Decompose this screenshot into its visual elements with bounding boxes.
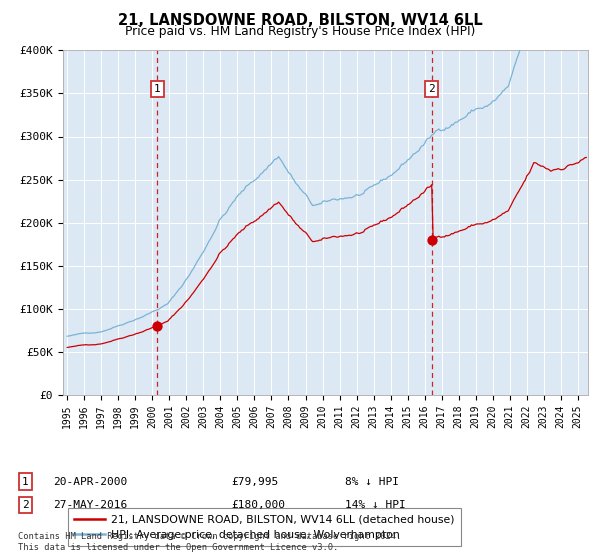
Text: 2: 2 bbox=[22, 500, 29, 510]
Text: 2: 2 bbox=[428, 84, 435, 94]
Text: 21, LANSDOWNE ROAD, BILSTON, WV14 6LL: 21, LANSDOWNE ROAD, BILSTON, WV14 6LL bbox=[118, 13, 482, 28]
Text: Contains HM Land Registry data © Crown copyright and database right 2024.: Contains HM Land Registry data © Crown c… bbox=[18, 532, 401, 541]
Text: This data is licensed under the Open Government Licence v3.0.: This data is licensed under the Open Gov… bbox=[18, 543, 338, 552]
Text: 8% ↓ HPI: 8% ↓ HPI bbox=[345, 477, 399, 487]
Point bbox=[152, 321, 162, 330]
Text: 14% ↓ HPI: 14% ↓ HPI bbox=[345, 500, 406, 510]
Text: £180,000: £180,000 bbox=[231, 500, 285, 510]
Text: Price paid vs. HM Land Registry's House Price Index (HPI): Price paid vs. HM Land Registry's House … bbox=[125, 25, 475, 38]
Text: 27-MAY-2016: 27-MAY-2016 bbox=[53, 500, 127, 510]
Text: 20-APR-2000: 20-APR-2000 bbox=[53, 477, 127, 487]
Legend: 21, LANSDOWNE ROAD, BILSTON, WV14 6LL (detached house), HPI: Average price, deta: 21, LANSDOWNE ROAD, BILSTON, WV14 6LL (d… bbox=[68, 508, 461, 546]
Text: 1: 1 bbox=[154, 84, 161, 94]
Text: 1: 1 bbox=[22, 477, 29, 487]
Text: £79,995: £79,995 bbox=[231, 477, 278, 487]
Point bbox=[427, 235, 437, 244]
